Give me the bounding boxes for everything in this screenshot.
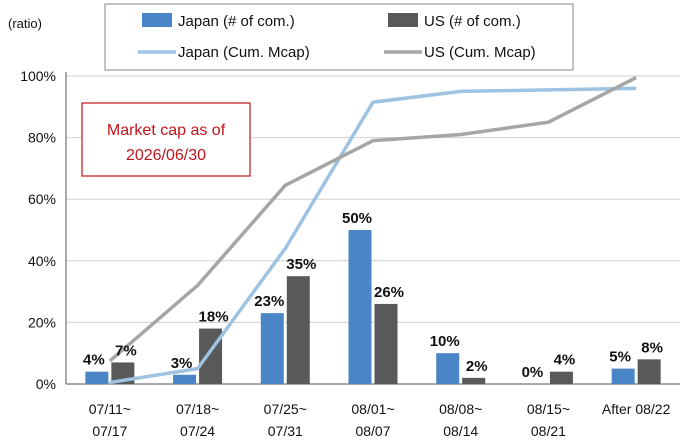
x-tick-label: After 08/22 [602, 401, 671, 417]
bar-series [85, 230, 661, 384]
legend-label-us-count: US (# of com.) [424, 13, 521, 30]
bar [436, 353, 460, 384]
bar [374, 303, 398, 384]
annotation-box: Market cap as of 2026/06/30 [81, 102, 251, 177]
bar [348, 230, 372, 384]
bar [637, 359, 661, 384]
bar-value-label: 4% [83, 352, 105, 369]
bar [549, 371, 573, 384]
legend-swatch-japan-count [142, 13, 172, 27]
annotation-line-1: Market cap as of [107, 122, 226, 139]
bar-value-label: 5% [609, 349, 631, 366]
x-tick-label: 07/31 [268, 423, 303, 439]
legend: Japan (# of com.) US (# of com.) Japan (… [104, 3, 574, 71]
data-labels: 4% 3% 23% 50% 10% 0% 5% 7% 18% 35% 26% 2% 4% 8% [83, 210, 663, 381]
x-tick-label: 08/08~ [439, 401, 482, 417]
y-tick-label: 60% [28, 191, 56, 207]
x-tick-label: 07/11~ [89, 401, 131, 417]
x-tick-label: 08/01~ [351, 401, 394, 417]
x-tick-label: 08/15~ [527, 401, 570, 417]
bar-value-label: 35% [286, 256, 316, 273]
legend-label-japan-count: Japan (# of com.) [178, 13, 295, 30]
bar [260, 313, 284, 384]
y-tick-label: 0% [36, 376, 56, 392]
annotation-frame [81, 102, 251, 177]
x-tick-label: 07/25~ [264, 401, 307, 417]
line-series [108, 75, 637, 385]
bar [286, 276, 310, 384]
series-line [109, 86, 637, 385]
x-tick-label: 08/21 [531, 423, 566, 439]
y-tick-label: 20% [28, 314, 56, 330]
bar-value-label: 23% [254, 293, 284, 310]
bar-value-label: 7% [115, 342, 137, 359]
bar [462, 377, 486, 384]
x-tick-label: 08/07 [355, 423, 390, 439]
y-tick-label: 100% [20, 68, 56, 84]
bar-value-label: 2% [466, 358, 488, 375]
x-axis-ticks: 07/11~ 07/17 07/18~ 07/24 07/25~ 07/31 08/01~ 0… [89, 401, 671, 439]
legend-frame [104, 3, 574, 71]
bar [173, 374, 197, 384]
y-axis-ticks: 0% 20% 40% 60% 80% 100% [20, 68, 56, 392]
x-tick-label: 07/18~ [176, 401, 219, 417]
y-tick-label: 40% [28, 253, 56, 269]
bar-value-label: 8% [641, 339, 663, 356]
x-tick-label: 08/14 [443, 423, 478, 439]
y-tick-label: 80% [28, 130, 56, 146]
bar-value-label: 10% [430, 333, 460, 350]
legend-swatch-us-count [388, 13, 418, 27]
legend-label-japan-mcap: Japan (Cum. Mcap) [178, 44, 310, 61]
series-line [108, 75, 637, 363]
bar-value-label: 3% [171, 355, 193, 372]
annotation-line-2: 2026/06/30 [126, 147, 206, 164]
y-unit-label: (ratio) [8, 16, 42, 31]
x-tick-label: 07/17 [92, 423, 127, 439]
x-tick-label: 07/24 [180, 423, 215, 439]
bar-value-label: 26% [374, 284, 404, 301]
bar [611, 368, 635, 384]
bar-value-label: 4% [554, 352, 576, 369]
legend-label-us-mcap: US (Cum. Mcap) [424, 44, 536, 61]
bar [85, 371, 109, 384]
bar-value-label: 50% [342, 210, 372, 227]
bar-value-label: 18% [199, 309, 229, 326]
bar-value-label: 0% [522, 364, 544, 381]
